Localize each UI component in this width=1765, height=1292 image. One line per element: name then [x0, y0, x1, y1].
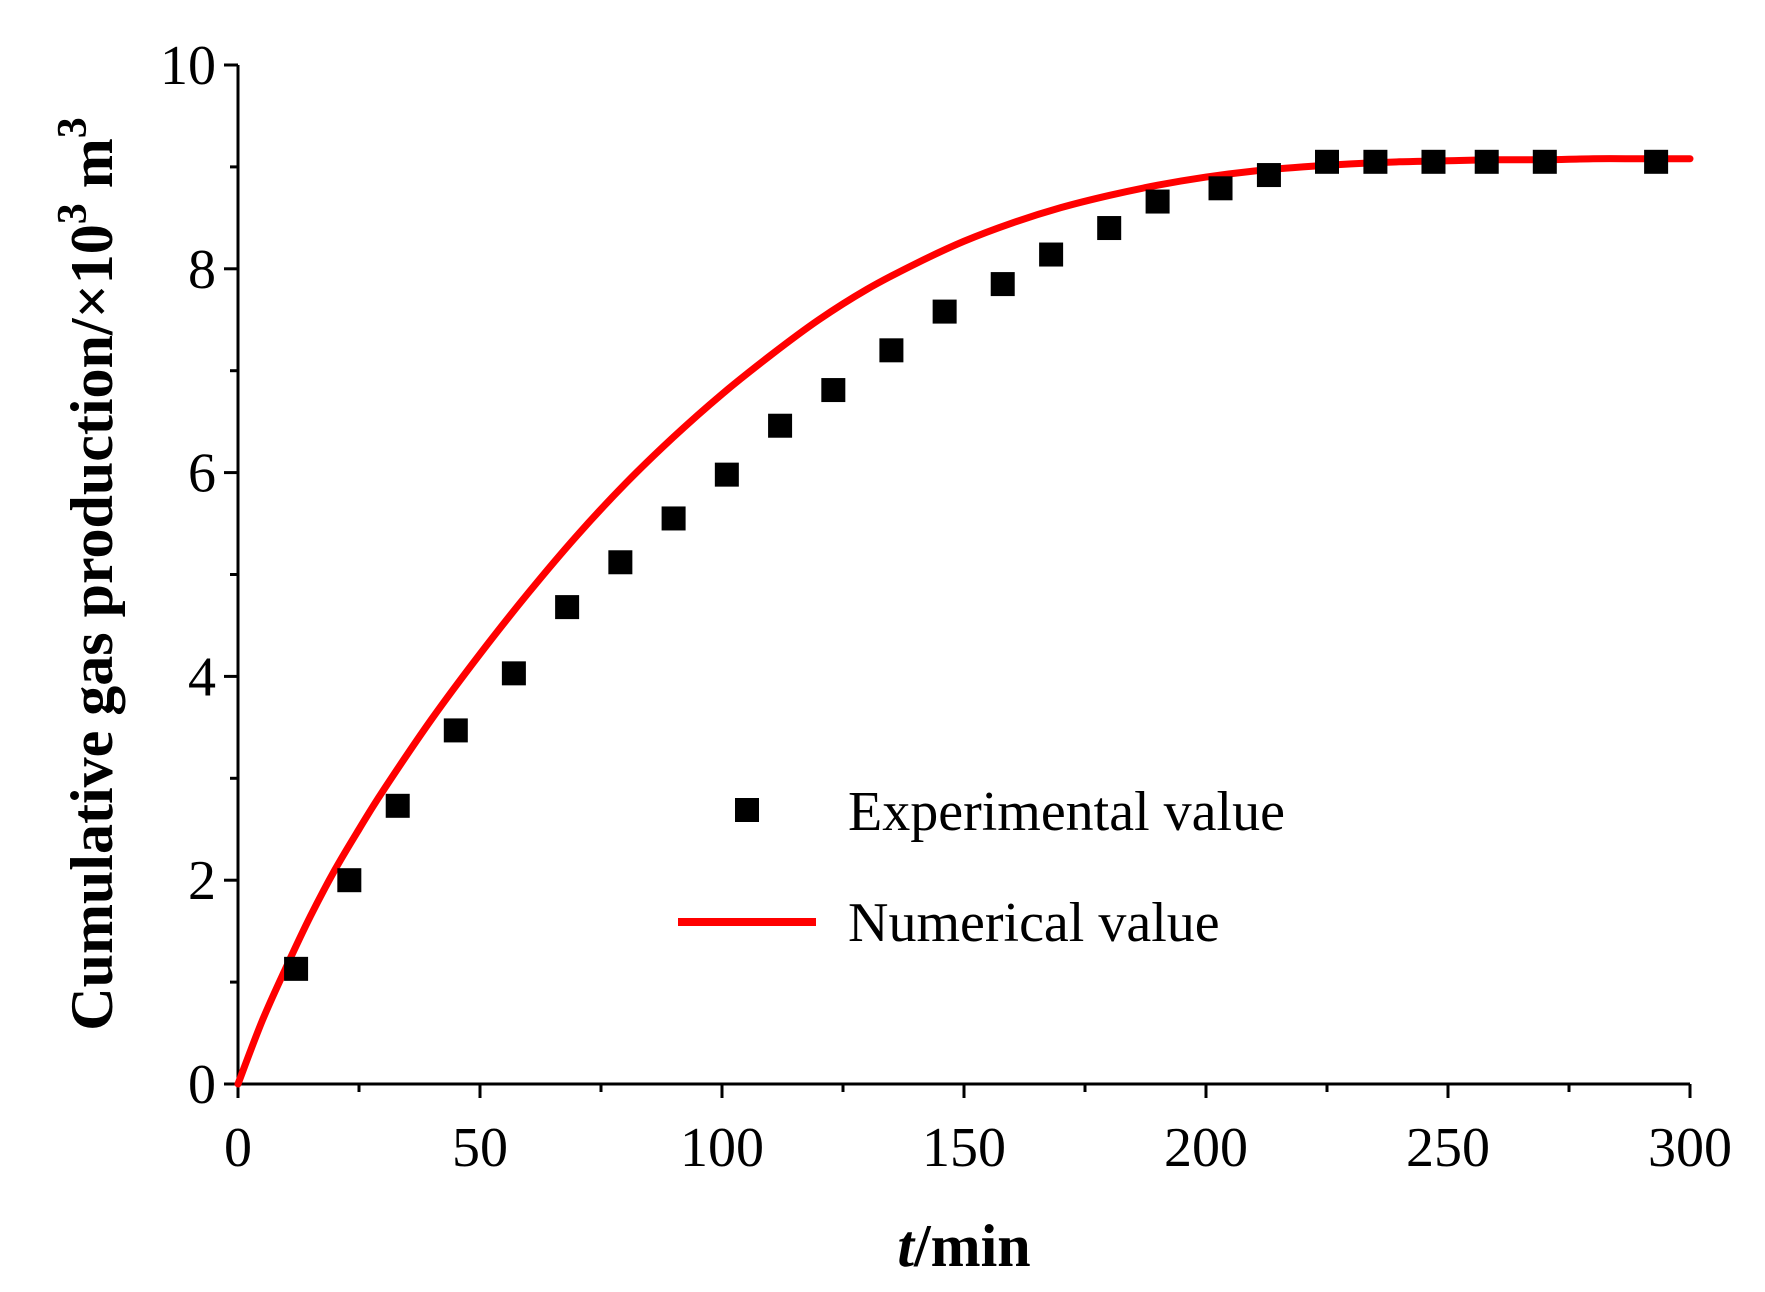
experimental-point — [1145, 189, 1170, 214]
x-axis-title-italic: t — [897, 1213, 916, 1279]
x-axis-title-unit: /min — [913, 1213, 1031, 1279]
experimental-point — [932, 299, 957, 324]
experimental-point — [555, 595, 580, 620]
y-tick-label-6: 6 — [188, 443, 216, 505]
experimental-point — [661, 506, 686, 531]
experimental-point — [768, 413, 793, 438]
y-tick-label-8: 8 — [188, 239, 216, 301]
x-tick-label-300: 300 — [1648, 1117, 1732, 1179]
experimental-point — [1644, 149, 1669, 174]
experimental-point — [501, 661, 526, 686]
y-tick-label-10: 10 — [160, 35, 216, 97]
experimental-point — [821, 378, 846, 403]
series — [234, 149, 1694, 1088]
y-axis-title-sup2: 3 — [50, 117, 96, 138]
experimental-point — [1532, 149, 1557, 174]
y-tick-label-2: 2 — [188, 850, 216, 912]
y-axis-title: Cumulative gas production/×103 m3 — [50, 117, 125, 1031]
y-axis-title-main: Cumulative gas production/×10 — [59, 224, 125, 1031]
y-tick-label-4: 4 — [188, 646, 216, 708]
experimental-point — [443, 718, 468, 743]
experimental-point — [1363, 149, 1388, 174]
x-tick-label-250: 250 — [1406, 1117, 1490, 1179]
experimental-point — [1097, 216, 1122, 241]
numerical-value-line — [234, 155, 1694, 1088]
x-axis-title: t/min — [897, 1213, 1030, 1279]
y-axis-title-sup1: 3 — [50, 203, 96, 224]
y-tick-label-0: 0 — [188, 1054, 216, 1116]
x-tick-label-50: 50 — [452, 1117, 508, 1179]
experimental-point — [284, 956, 309, 981]
experimental-point — [1315, 149, 1339, 174]
x-tick-label-200: 200 — [1164, 1117, 1248, 1179]
experimental-point — [879, 338, 904, 363]
x-tick-label-100: 100 — [680, 1117, 764, 1179]
x-tick-label-150: 150 — [922, 1117, 1006, 1179]
ticks: 0 50 100 150 200 250 300 0 2 4 6 8 10 — [160, 35, 1732, 1179]
legend-marker-experimental — [735, 798, 759, 822]
experimental-point — [1421, 149, 1446, 174]
experimental-point — [385, 793, 410, 818]
x-tick-label-0: 0 — [224, 1117, 252, 1179]
legend-label-experimental: Experimental value — [848, 781, 1285, 843]
experimental-point — [990, 272, 1015, 297]
y-axis-title-unit: m — [59, 138, 125, 203]
experimental-point — [714, 462, 739, 487]
experimental-point — [1039, 242, 1064, 267]
experimental-point — [608, 550, 633, 575]
experimental-point — [337, 868, 362, 893]
experimental-point — [1208, 176, 1233, 201]
legend-label-numerical: Numerical value — [848, 892, 1220, 954]
experimental-point — [1474, 149, 1499, 174]
legend: Experimental value Numerical value — [678, 781, 1285, 954]
experimental-point — [1256, 163, 1281, 188]
